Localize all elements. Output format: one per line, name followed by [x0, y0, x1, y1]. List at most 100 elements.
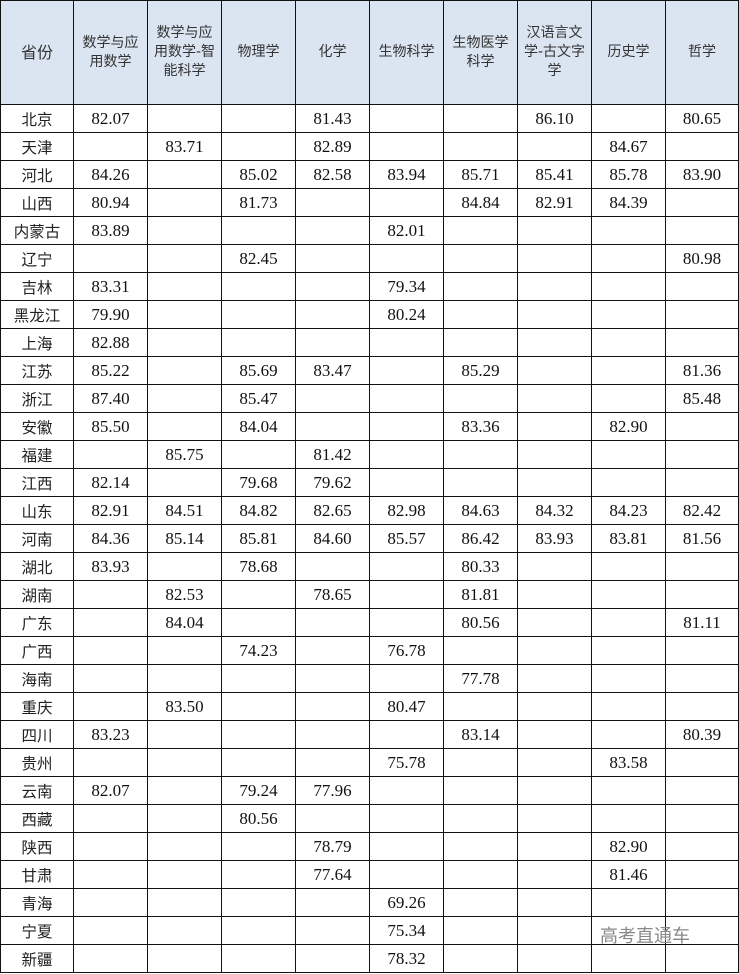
score-cell [221, 216, 296, 245]
score-cell: 85.75 [147, 440, 222, 469]
score-cell [369, 608, 444, 637]
score-cell [73, 888, 148, 917]
score-cell: 84.32 [517, 496, 592, 525]
score-cell: 84.04 [221, 412, 296, 441]
score-cell [591, 384, 666, 413]
score-cell [517, 356, 592, 385]
score-cell [517, 328, 592, 357]
score-cell [73, 692, 148, 721]
score-cell [665, 188, 739, 217]
score-cell [517, 720, 592, 749]
score-cell: 85.14 [147, 524, 222, 553]
province-cell: 山东 [0, 496, 74, 525]
score-cell: 80.33 [443, 552, 518, 581]
score-cell [147, 300, 222, 329]
score-cell [591, 552, 666, 581]
province-cell: 云南 [0, 776, 74, 805]
score-cell: 82.45 [221, 244, 296, 273]
table-row: 云南 82.07 79.24 77.96 [0, 776, 739, 805]
table-row: 浙江 87.40 85.47 85.48 [0, 384, 739, 413]
score-cell [295, 888, 370, 917]
score-cell [665, 272, 739, 301]
score-cell [295, 636, 370, 665]
score-cell: 83.93 [517, 524, 592, 553]
score-cell [147, 776, 222, 805]
score-cell: 85.69 [221, 356, 296, 385]
province-cell: 安徽 [0, 412, 74, 441]
score-cell [517, 776, 592, 805]
score-cell: 82.53 [147, 580, 222, 609]
table-row: 内蒙古 83.89 82.01 [0, 216, 739, 245]
score-cell: 84.36 [73, 524, 148, 553]
score-cell [147, 748, 222, 777]
score-cell: 78.68 [221, 552, 296, 581]
score-cell: 85.47 [221, 384, 296, 413]
score-cell [517, 132, 592, 161]
score-cell: 78.65 [295, 580, 370, 609]
province-cell: 陕西 [0, 832, 74, 861]
score-cell [443, 216, 518, 245]
score-cell [221, 132, 296, 161]
score-cell [517, 552, 592, 581]
province-cell: 黑龙江 [0, 300, 74, 329]
score-cell [369, 580, 444, 609]
score-cell [369, 440, 444, 469]
score-cell [295, 328, 370, 357]
score-cell [443, 860, 518, 889]
score-cell [147, 356, 222, 385]
score-cell [591, 636, 666, 665]
score-cell [517, 664, 592, 693]
score-cell: 82.42 [665, 496, 739, 525]
score-cell [517, 832, 592, 861]
score-cell: 79.90 [73, 300, 148, 329]
score-cell [73, 608, 148, 637]
score-cell [443, 776, 518, 805]
score-cell [591, 300, 666, 329]
table-row: 江西 82.14 79.68 79.62 [0, 468, 739, 497]
score-cell [73, 748, 148, 777]
score-cell [591, 104, 666, 133]
score-cell: 85.29 [443, 356, 518, 385]
score-cell [73, 860, 148, 889]
score-cell: 77.78 [443, 664, 518, 693]
province-cell: 河南 [0, 524, 74, 553]
score-cell: 82.89 [295, 132, 370, 161]
score-cell [665, 860, 739, 889]
column-header-province: 省份 [0, 0, 74, 105]
score-cell [369, 720, 444, 749]
score-cell: 82.07 [73, 104, 148, 133]
table-row: 陕西 78.79 82.90 [0, 832, 739, 861]
score-cell [443, 916, 518, 945]
score-cell: 83.93 [73, 552, 148, 581]
province-cell: 辽宁 [0, 244, 74, 273]
score-cell [665, 804, 739, 833]
score-cell: 83.23 [73, 720, 148, 749]
score-cell: 83.90 [665, 160, 739, 189]
table-row: 广东 84.04 80.56 81.11 [0, 608, 739, 637]
score-cell [665, 832, 739, 861]
score-cell [369, 552, 444, 581]
score-cell [665, 132, 739, 161]
score-cell: 85.71 [443, 160, 518, 189]
score-cell [591, 720, 666, 749]
score-cell [591, 776, 666, 805]
score-cell: 81.46 [591, 860, 666, 889]
score-cell [443, 272, 518, 301]
score-cell [221, 608, 296, 637]
score-cell: 87.40 [73, 384, 148, 413]
score-cell: 69.26 [369, 888, 444, 917]
score-cell: 79.34 [369, 272, 444, 301]
score-cell: 81.36 [665, 356, 739, 385]
score-cell [147, 104, 222, 133]
table-row: 湖北 83.93 78.68 80.33 [0, 552, 739, 581]
score-cell [369, 468, 444, 497]
table-row: 河北 84.26 85.02 82.58 83.94 85.71 85.41 85.78 83.… [0, 160, 739, 189]
score-cell: 83.50 [147, 692, 222, 721]
score-cell [147, 160, 222, 189]
score-cell [665, 944, 739, 973]
score-cell [295, 748, 370, 777]
score-cell [591, 272, 666, 301]
score-cell: 82.07 [73, 776, 148, 805]
table-row: 西藏 80.56 [0, 804, 739, 833]
score-cell [665, 580, 739, 609]
